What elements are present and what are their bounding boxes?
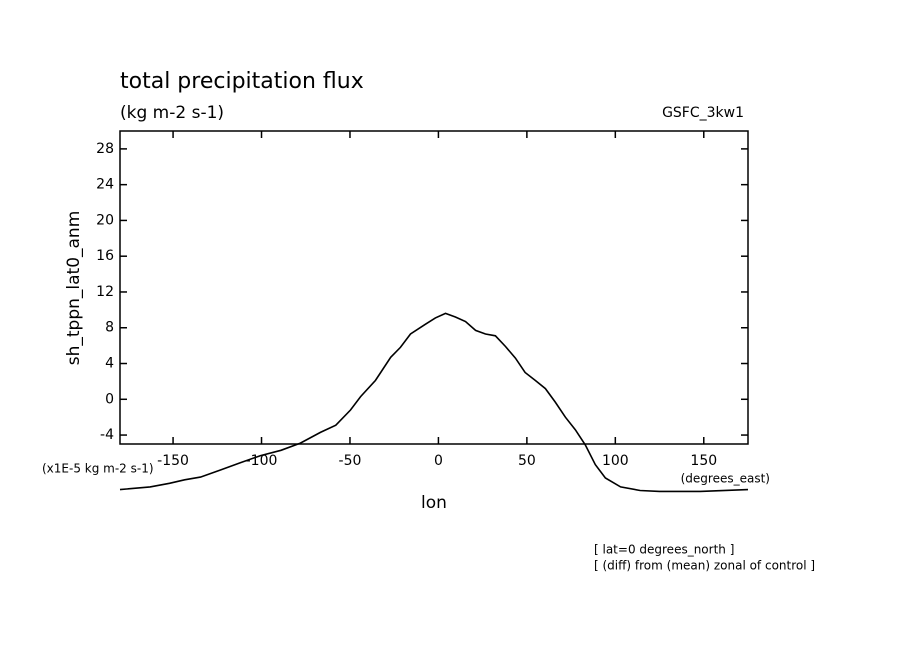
x-axis-label: lon	[421, 493, 447, 513]
plot-frame	[119, 130, 749, 445]
data-line	[119, 312, 749, 493]
x-tick-label: 0	[434, 453, 443, 469]
y-tick-label: -4	[100, 427, 114, 443]
x-tick-label: 100	[602, 453, 629, 469]
y-tick-label: 16	[96, 248, 114, 264]
chart-title: total precipitation flux	[120, 69, 364, 94]
x-tick-label: -150	[157, 453, 189, 469]
y-tick-label: 28	[96, 141, 114, 157]
y-tick-label: 4	[105, 356, 114, 372]
y-axis-label: sh_tppn_lat0_anm	[64, 211, 84, 366]
dataset-label: GSFC_3kw1	[662, 105, 744, 121]
x-units: (degrees_east)	[681, 472, 770, 486]
y-tick-label: 24	[96, 177, 114, 193]
note: [ (diff) from (mean) zonal of control ]	[594, 559, 815, 573]
x-tick-label: -100	[246, 453, 278, 469]
x-tick-label: -50	[339, 453, 362, 469]
x-tick-label: 150	[690, 453, 717, 469]
y-tick-label: 0	[105, 391, 114, 407]
y-tick-label: 8	[105, 320, 114, 336]
y-tick-label: 20	[96, 212, 114, 228]
note: [ lat=0 degrees_north ]	[594, 543, 734, 557]
x-tick-label: 50	[518, 453, 536, 469]
y-units: (x1E-5 kg m-2 s-1)	[42, 462, 154, 476]
chart-subtitle: (kg m-2 s-1)	[120, 103, 224, 123]
y-tick-label: 12	[96, 284, 114, 300]
